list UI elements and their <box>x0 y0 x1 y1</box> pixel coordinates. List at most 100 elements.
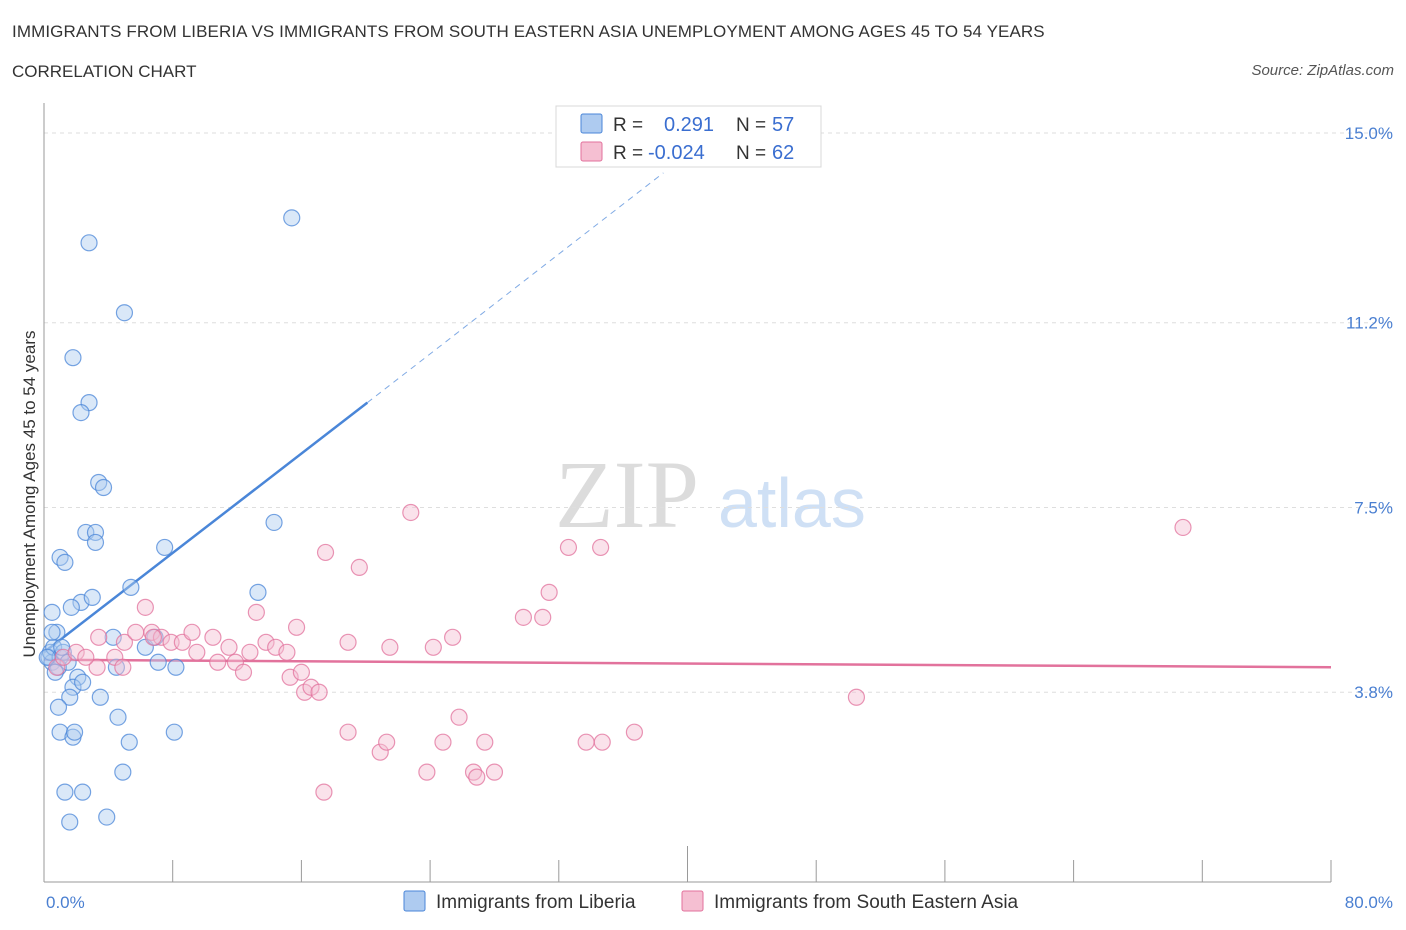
point-liberia <box>74 783 92 801</box>
point-se-asia <box>339 633 357 651</box>
point-se-asia <box>468 768 486 786</box>
point-se-asia <box>281 668 299 686</box>
bottom-legend-label-2: Immigrants from South Eastern Asia <box>714 892 1019 913</box>
point-se-asia <box>188 643 206 661</box>
point-se-asia <box>234 663 253 681</box>
trend-line-liberia-extension <box>367 172 664 404</box>
point-liberia <box>80 234 98 252</box>
point-liberia <box>41 643 60 661</box>
point-se-asia <box>115 633 134 651</box>
point-liberia <box>91 688 109 706</box>
point-se-asia <box>540 583 558 601</box>
point-liberia <box>98 808 116 826</box>
legend-swatch-blue <box>580 113 603 134</box>
point-se-asia <box>257 633 275 651</box>
point-se-asia <box>444 628 462 646</box>
point-se-asia <box>136 598 154 616</box>
point-liberia <box>72 404 90 422</box>
trend-line-se-asia <box>43 658 1332 669</box>
point-liberia <box>51 723 69 741</box>
point-liberia <box>156 538 174 557</box>
point-liberia <box>74 673 92 691</box>
point-se-asia <box>54 648 72 666</box>
y-tick-label: 11.2% <box>1346 314 1393 333</box>
point-liberia <box>61 688 79 706</box>
point-se-asia <box>534 608 552 626</box>
point-se-asia <box>315 783 333 801</box>
point-liberia <box>115 304 134 322</box>
point-liberia <box>120 733 138 751</box>
point-liberia <box>56 783 74 801</box>
gridlines <box>44 132 1394 693</box>
tick-labels: 3.8% 7.5% 11.2% 15.0% 0.0% 80.0% <box>46 124 1393 912</box>
point-se-asia <box>114 658 132 676</box>
point-liberia <box>86 523 105 542</box>
point-liberia <box>62 598 80 616</box>
point-se-asia <box>247 603 265 621</box>
watermark-atlas: atlas <box>718 464 866 542</box>
point-se-asia <box>278 643 296 661</box>
legend-n-label-1: N = <box>736 115 766 136</box>
bottom-legend-swatch-pink <box>681 890 704 912</box>
point-liberia <box>149 653 167 671</box>
point-liberia <box>265 513 283 532</box>
x-tick-label-min: 0.0% <box>46 893 85 912</box>
point-se-asia <box>287 618 306 636</box>
point-se-asia <box>48 658 66 676</box>
point-se-asia <box>88 658 106 676</box>
point-se-asia <box>592 538 610 557</box>
point-se-asia <box>434 733 452 751</box>
point-liberia <box>122 578 140 596</box>
trend-line-liberia <box>43 401 369 654</box>
point-se-asia <box>90 628 108 646</box>
point-se-asia <box>371 743 389 761</box>
point-se-asia <box>625 723 644 741</box>
point-se-asia <box>577 733 595 751</box>
bottom-legend-label-1: Immigrants from Liberia <box>436 892 636 913</box>
point-se-asia <box>847 688 866 706</box>
legend-r-value-1: 0.291 <box>664 114 714 136</box>
point-se-asia <box>77 648 95 666</box>
point-se-asia <box>316 543 335 562</box>
legend-r-label-2: R = <box>613 143 643 164</box>
point-se-asia <box>593 733 611 751</box>
y-tick-label: 3.8% <box>1354 683 1393 702</box>
point-se-asia <box>514 608 533 626</box>
point-se-asia <box>241 643 259 661</box>
legend-n-value-1: 57 <box>772 114 794 136</box>
point-liberia <box>90 473 108 492</box>
point-se-asia <box>1174 518 1192 537</box>
point-se-asia <box>67 643 85 661</box>
legend-swatch-pink <box>580 141 603 162</box>
point-liberia <box>51 548 69 567</box>
point-se-asia <box>418 763 436 781</box>
point-se-asia <box>559 538 578 557</box>
point-se-asia <box>267 638 285 656</box>
point-liberia <box>283 209 301 227</box>
y-tick-label: 15.0% <box>1345 124 1393 143</box>
data-points <box>38 209 1192 831</box>
point-se-asia <box>485 763 504 781</box>
watermark-zip: ZIP <box>555 441 699 548</box>
point-se-asia <box>378 733 396 751</box>
point-liberia <box>86 533 105 552</box>
point-liberia <box>94 478 113 497</box>
point-se-asia <box>144 628 162 646</box>
correlation-legend: R = 0.291 N = 57 R = -0.024 N = 62 <box>555 105 822 168</box>
point-liberia <box>43 603 61 621</box>
chart-title: IMMIGRANTS FROM LIBERIA VS IMMIGRANTS FR… <box>12 22 1045 41</box>
point-liberia <box>165 723 183 741</box>
legend-r-value-2: -0.024 <box>648 142 705 164</box>
point-liberia <box>64 349 82 367</box>
point-liberia <box>114 763 132 781</box>
point-se-asia <box>476 733 494 751</box>
point-liberia <box>65 723 84 741</box>
y-tick-label: 7.5% <box>1354 498 1393 517</box>
point-liberia <box>167 658 185 676</box>
point-se-asia <box>464 763 483 781</box>
bottom-legend-swatch-blue <box>403 890 426 912</box>
point-se-asia <box>220 638 238 656</box>
point-se-asia <box>381 638 399 656</box>
legend-n-label-2: N = <box>736 143 766 164</box>
